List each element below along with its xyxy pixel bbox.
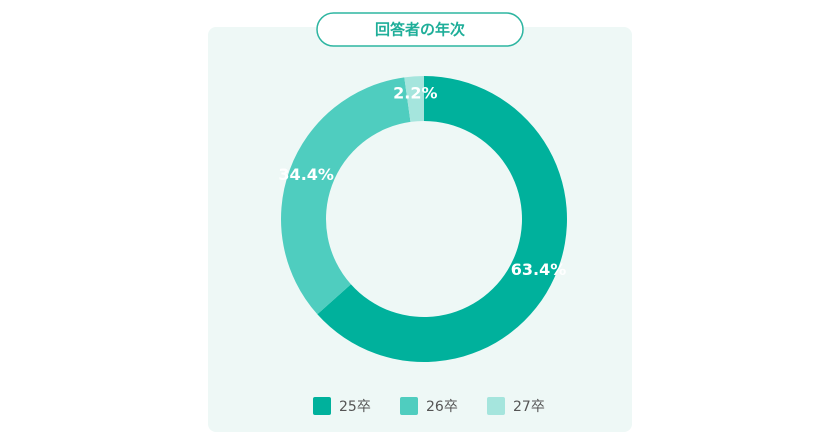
chart-title: 回答者の年次 <box>375 21 465 39</box>
legend-swatch <box>487 397 505 415</box>
legend-swatch <box>400 397 418 415</box>
legend-label: 27卒 <box>513 399 545 415</box>
donut-slice <box>317 76 568 363</box>
legend-label: 26卒 <box>426 399 458 415</box>
title-pill <box>316 12 524 47</box>
donut-slice <box>281 77 411 315</box>
data-label: 2.2% <box>393 83 437 102</box>
data-label: 34.4% <box>278 165 334 184</box>
data-label: 63.4% <box>511 260 567 279</box>
legend-swatch <box>313 397 331 415</box>
donut-slice <box>404 76 424 122</box>
legend-label: 25卒 <box>339 399 371 415</box>
